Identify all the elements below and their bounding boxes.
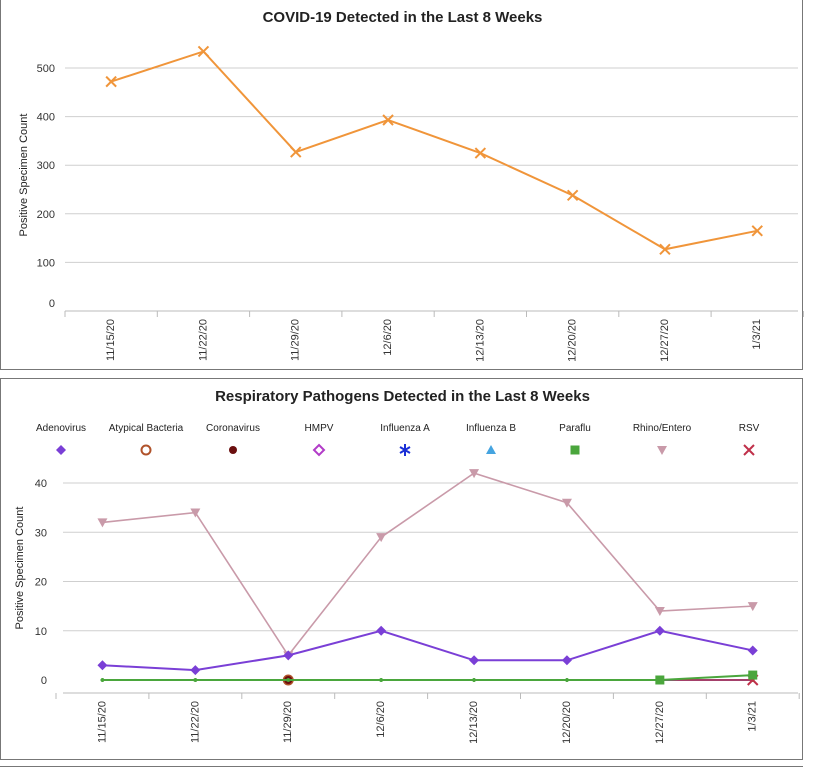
data-point xyxy=(565,678,569,682)
y-tick-label: 100 xyxy=(37,257,55,269)
y-tick-label: 400 xyxy=(37,112,55,124)
legend-label: Coronavirus xyxy=(206,423,260,434)
y-tick-label: 300 xyxy=(37,160,55,172)
legend-marker xyxy=(486,445,496,454)
data-point xyxy=(286,678,291,682)
chart-title: Respiratory Pathogens Detected in the La… xyxy=(215,388,590,405)
legend-label: Influenza B xyxy=(466,423,516,434)
x-tick-label: 12/13/20 xyxy=(468,701,480,744)
legend-marker xyxy=(312,443,326,457)
x-tick-label: 1/3/21 xyxy=(751,319,763,350)
y-tick-label: 30 xyxy=(35,527,47,539)
pathogens-chart-panel: Respiratory Pathogens Detected in the La… xyxy=(0,378,803,760)
legend-marker xyxy=(229,446,237,454)
x-tick-label: 12/27/20 xyxy=(654,701,666,744)
data-point xyxy=(747,602,758,612)
x-tick-label: 11/22/20 xyxy=(197,319,209,361)
covid-data-point xyxy=(566,189,579,202)
data-point xyxy=(283,650,294,661)
covid-series-line xyxy=(110,50,758,251)
legend-label: Adenovirus xyxy=(36,423,86,434)
y-tick-label: 500 xyxy=(37,63,55,75)
legend-label: HMPV xyxy=(305,423,334,434)
legend-marker xyxy=(743,444,755,456)
legend-label: Atypical Bacteria xyxy=(109,423,184,434)
legend-marker xyxy=(399,444,411,456)
data-point xyxy=(376,625,387,636)
legend-label: Influenza A xyxy=(380,423,430,434)
data-point xyxy=(561,498,572,508)
y-tick-label: 0 xyxy=(49,298,55,310)
series-line xyxy=(102,472,753,657)
next-panel-edge xyxy=(0,766,803,777)
data-point xyxy=(561,655,572,666)
data-point xyxy=(747,645,758,656)
data-point xyxy=(190,665,201,676)
x-tick-label: 11/29/20 xyxy=(282,701,294,743)
x-tick-label: 12/6/20 xyxy=(382,319,394,356)
series-line xyxy=(102,674,753,681)
x-tick-label: 1/3/21 xyxy=(747,701,759,732)
y-tick-label: 10 xyxy=(35,626,47,638)
x-tick-label: 11/15/20 xyxy=(105,319,117,361)
pathogens-line-chart: Adenovirus Atypical Bacteria Coronavirus HM… xyxy=(35,423,800,744)
x-tick-label: 11/22/20 xyxy=(189,701,201,743)
data-point xyxy=(472,678,476,682)
data-point xyxy=(100,678,105,682)
covid-data-point xyxy=(474,147,487,159)
data-point xyxy=(469,469,480,479)
legend-label: Rhino/Entero xyxy=(633,423,692,434)
legend-marker xyxy=(140,444,152,456)
covid-data-point xyxy=(659,243,671,255)
y-tick-label: 0 xyxy=(41,675,47,687)
covid-data-point xyxy=(382,114,394,126)
legend-marker xyxy=(56,445,66,455)
covid-data-point xyxy=(290,146,302,158)
x-tick-label: 12/13/20 xyxy=(474,319,486,362)
covid-data-point xyxy=(105,75,117,88)
data-point xyxy=(190,508,201,518)
data-point xyxy=(97,518,108,528)
x-tick-label: 12/6/20 xyxy=(375,701,387,738)
y-tick-label: 200 xyxy=(37,209,55,221)
legend-label: Paraflu xyxy=(559,423,591,434)
data-point xyxy=(193,678,198,682)
data-point xyxy=(376,533,387,543)
chart-title: COVID-19 Detected in the Last 8 Weeks xyxy=(262,9,543,26)
data-point xyxy=(655,675,665,685)
x-tick-label: 11/29/20 xyxy=(290,319,302,361)
legend-label: RSV xyxy=(739,423,760,434)
data-point xyxy=(654,625,665,636)
legend-marker xyxy=(657,446,667,455)
x-tick-label: 12/20/20 xyxy=(561,701,573,744)
covid-line-chart: 0 100 200 300 400 500 11/15/20 11/22/20 11/29/20… xyxy=(37,45,804,362)
legend-marker xyxy=(570,445,580,455)
covid-data-point xyxy=(197,45,210,58)
x-tick-label: 12/27/20 xyxy=(659,319,671,362)
data-point xyxy=(748,670,758,680)
series-line xyxy=(102,629,753,672)
data-point xyxy=(379,678,383,682)
x-tick-label: 11/15/20 xyxy=(96,701,108,743)
data-point xyxy=(469,655,480,666)
data-point xyxy=(654,607,665,617)
data-point xyxy=(97,660,108,671)
covid-chart-panel: COVID-19 Detected in the Last 8 Weeks Po… xyxy=(0,0,804,370)
y-tick-label: 40 xyxy=(35,478,47,490)
y-tick-label: 20 xyxy=(35,577,47,589)
covid-data-point xyxy=(751,225,763,237)
x-tick-label: 12/20/20 xyxy=(567,319,579,362)
